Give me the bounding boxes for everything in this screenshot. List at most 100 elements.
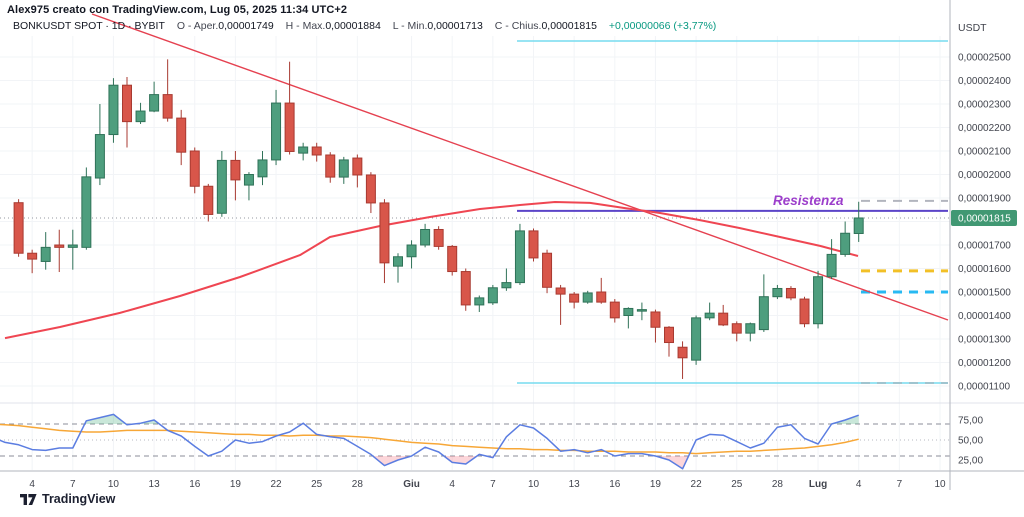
candle-body[interactable] — [596, 291, 607, 303]
candle-body[interactable] — [487, 287, 498, 304]
candle-body[interactable] — [108, 84, 119, 136]
price-tick-label: 0,00001100 — [958, 382, 1011, 393]
candle-body[interactable] — [650, 311, 661, 328]
tradingview-logo-icon — [20, 494, 37, 505]
candle-body[interactable] — [528, 230, 539, 259]
candle-body[interactable] — [243, 174, 254, 186]
symbol-title[interactable]: BONKUSDT SPOT · 1D · BYBIT — [13, 20, 165, 32]
price-tick-label: 0,00002000 — [958, 170, 1011, 181]
candle-body[interactable] — [54, 244, 65, 248]
candle-body[interactable] — [311, 146, 322, 156]
candle-body[interactable] — [826, 253, 837, 278]
date-tick-label: 7 — [897, 479, 903, 490]
last-price-badge-text: 0,00001815 — [958, 213, 1011, 224]
candle-body[interactable] — [67, 244, 78, 248]
rsi-tick-label: 75,00 — [958, 416, 983, 427]
candle-body[interactable] — [677, 346, 688, 359]
rsi-tick-label: 50,00 — [958, 436, 983, 447]
candle-body[interactable] — [664, 326, 674, 344]
candle-body[interactable] — [13, 202, 24, 254]
price-tick-label: 0,00002400 — [958, 76, 1011, 87]
candle-body[interactable] — [81, 176, 92, 248]
open-value: 0,00001749 — [218, 20, 274, 32]
candle-body[interactable] — [799, 298, 810, 325]
candle-body[interactable] — [176, 117, 187, 153]
rsi-line[interactable] — [0, 413, 859, 470]
price-tick-label: 0,00002200 — [958, 123, 1011, 134]
candle-body[interactable] — [772, 287, 783, 298]
candle-body[interactable] — [813, 276, 824, 325]
candle-body[interactable] — [216, 159, 227, 214]
candle-body[interactable] — [122, 84, 132, 123]
close-value: 0,00001815 — [541, 20, 597, 32]
candle-body[interactable] — [325, 154, 336, 178]
candle-body[interactable] — [230, 159, 241, 181]
candle-body[interactable] — [298, 146, 309, 154]
moving-average-line[interactable] — [4, 201, 859, 340]
candle-body[interactable] — [785, 287, 796, 299]
rsi-oversold-fill — [655, 456, 689, 469]
candle-body[interactable] — [27, 252, 38, 260]
date-tick-label: 19 — [230, 479, 242, 490]
resistance-label[interactable]: Resistenza — [773, 193, 844, 208]
rsi-ma-line[interactable] — [0, 423, 859, 455]
candle-body[interactable] — [501, 282, 512, 289]
candle-body[interactable] — [135, 110, 146, 123]
price-tick-label: 0,00002500 — [958, 53, 1011, 64]
date-tick-label: 7 — [490, 479, 496, 490]
candle-body[interactable] — [271, 102, 282, 161]
candle-body[interactable] — [447, 245, 458, 273]
candle-body[interactable] — [840, 232, 851, 255]
candle-body[interactable] — [203, 185, 214, 215]
candle-body[interactable] — [582, 292, 593, 303]
candle-body[interactable] — [94, 134, 105, 179]
low-value: 0,00001713 — [427, 20, 483, 32]
date-tick-label: 4 — [29, 479, 35, 490]
symbol-info-bar[interactable]: BONKUSDT SPOT · 1D · BYBIT O - Aper.0,00… — [13, 20, 725, 32]
candle-body[interactable] — [555, 287, 566, 295]
candle-body[interactable] — [338, 159, 349, 178]
candle-body[interactable] — [40, 246, 51, 262]
candle-body[interactable] — [284, 102, 295, 152]
candle-body[interactable] — [731, 323, 742, 334]
candle-body[interactable] — [636, 309, 647, 312]
last-price-badge — [951, 209, 1017, 226]
candle-body[interactable] — [393, 256, 403, 267]
candle-body[interactable] — [623, 307, 634, 317]
date-tick-label: 4 — [449, 479, 455, 490]
candle-body[interactable] — [162, 94, 173, 119]
candle-body[interactable] — [514, 230, 525, 284]
candle-body[interactable] — [745, 323, 756, 334]
low-label: L - Min. — [392, 20, 428, 32]
candle-body[interactable] — [460, 271, 471, 306]
candle-body[interactable] — [257, 159, 268, 178]
date-tick-label: 10 — [528, 479, 540, 490]
price-tick-label: 0,00001600 — [958, 264, 1011, 275]
date-tick-label: 28 — [772, 479, 784, 490]
candle-body[interactable] — [352, 157, 363, 176]
candle-body[interactable] — [853, 217, 864, 234]
candle-body[interactable] — [569, 293, 580, 303]
candle-body[interactable] — [474, 297, 485, 306]
candle-body[interactable] — [691, 317, 702, 361]
candle-body[interactable] — [189, 150, 200, 187]
candle-body[interactable] — [149, 94, 160, 112]
candle-body[interactable] — [704, 312, 715, 319]
candle-body[interactable] — [379, 202, 390, 264]
candle-body[interactable] — [542, 252, 553, 288]
candle-body[interactable] — [406, 244, 417, 258]
candle-body[interactable] — [433, 228, 444, 247]
candle-body[interactable] — [365, 174, 376, 204]
tradingview-logo[interactable]: TradingView — [20, 492, 115, 506]
price-tick-label: 0,00001300 — [958, 335, 1011, 346]
candle-body[interactable] — [609, 301, 620, 319]
candle-body[interactable] — [718, 312, 729, 326]
date-tick-label: Lug — [809, 479, 827, 490]
high-label: H - Max. — [285, 20, 326, 32]
descending-trendline[interactable] — [91, 13, 949, 321]
candle-body[interactable] — [420, 228, 431, 246]
date-tick-label: 22 — [691, 479, 703, 490]
price-tick-label: 0,00001500 — [958, 288, 1011, 299]
candle-body[interactable] — [758, 296, 769, 331]
